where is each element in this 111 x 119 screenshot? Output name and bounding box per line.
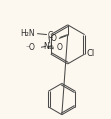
Text: O: O	[51, 34, 57, 43]
Text: C: C	[47, 31, 53, 40]
Text: N: N	[44, 42, 49, 51]
Text: H₂N: H₂N	[21, 29, 35, 38]
Text: ⁻O: ⁻O	[25, 43, 35, 52]
Text: +: +	[49, 43, 53, 48]
Text: Cl: Cl	[86, 49, 95, 58]
Text: O: O	[57, 43, 62, 52]
